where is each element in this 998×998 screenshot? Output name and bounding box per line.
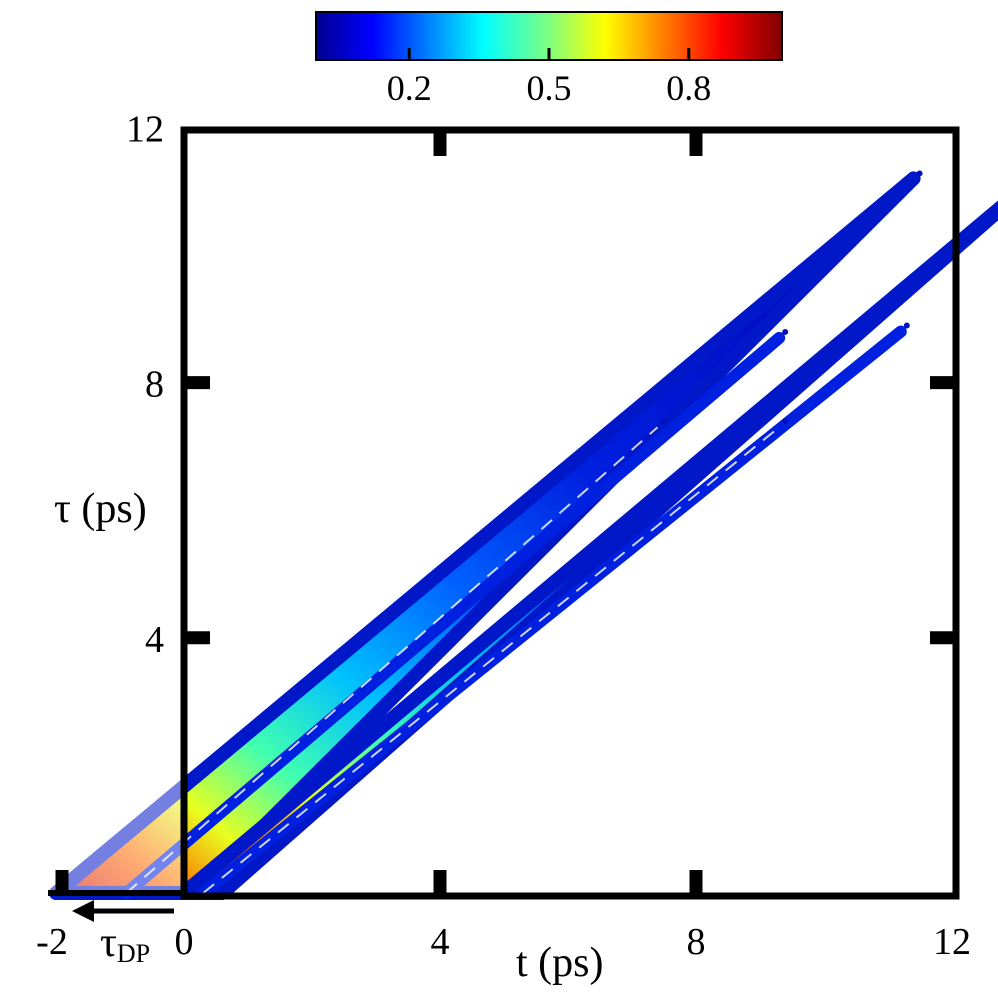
band-fringe — [120, 331, 786, 899]
colorbar-tick-labels: 0.2 0.5 0.8 — [387, 68, 712, 108]
tau-dp-arrowhead — [72, 900, 94, 922]
band-centerline — [125, 426, 659, 894]
colorbar-ticks — [407, 48, 691, 60]
band-centerline — [202, 426, 780, 894]
y-axis-label: τ (ps) — [54, 486, 147, 532]
y-tick-label: 8 — [145, 364, 164, 406]
axis-ticks — [55, 130, 956, 896]
band-inner-apex-dot — [782, 328, 789, 335]
band-envelope — [177, 200, 998, 900]
x-tick-label: -2 — [36, 921, 68, 963]
x-tick-label: 12 — [933, 921, 971, 963]
tau-dp-label: τDP — [100, 920, 150, 968]
y-tick-labels: 4 8 12 — [126, 108, 164, 660]
data-band — [177, 200, 998, 900]
colorbar-tick-label: 0.8 — [666, 68, 711, 108]
x-tick-label: 4 — [431, 921, 450, 963]
axes-frame — [180, 126, 960, 900]
band-innermost-apex-dot — [660, 418, 667, 425]
x-tick-labels: -2 0 4 8 12 — [36, 921, 971, 963]
x-tick-label: 0 — [175, 921, 194, 963]
plot-data — [40, 170, 998, 900]
colorbar-tick-label: 0.2 — [387, 68, 432, 108]
band-inner-apex-dot — [903, 322, 910, 329]
band-fringe — [197, 325, 907, 899]
colorbar-tick-label: 0.5 — [527, 68, 572, 108]
y-tick-label: 12 — [126, 108, 164, 150]
x-tick-label: 8 — [687, 921, 706, 963]
y-tick-label: 4 — [145, 619, 164, 661]
band-innermost-apex-dot — [782, 418, 789, 425]
colorbar: 0.2 0.5 0.8 — [315, 11, 783, 108]
x-axis-label: t (ps) — [516, 940, 604, 986]
band-apex-dot — [916, 170, 923, 177]
tau-dp-annotation: τDP — [72, 900, 174, 968]
